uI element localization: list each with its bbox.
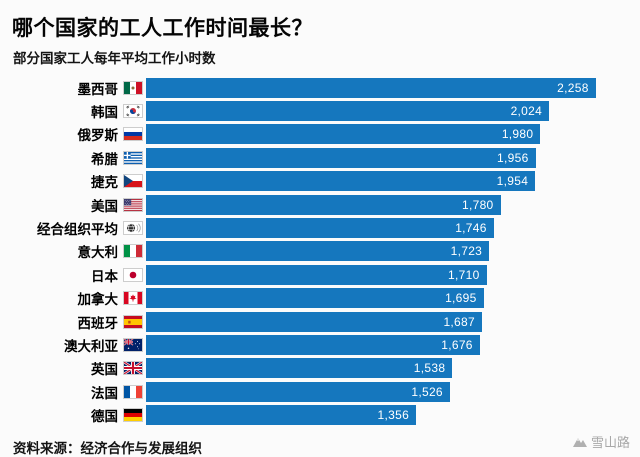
bar: 1,954 [146,171,536,192]
value-label: 1,676 [441,337,473,352]
flag-italy-icon [124,245,142,258]
value-label: 1,356 [377,408,410,423]
chart-row: 德国 1,356 [0,403,624,426]
flag-australia-icon [124,338,142,351]
flag-russia-icon [124,128,142,141]
bar-track: 1,710 [146,264,624,285]
bar-track: 1,980 [146,124,624,145]
value-label: 1,954 [496,174,529,189]
flag-usa-icon [124,198,142,211]
flag-czech-icon [124,175,142,188]
mountain-logo-icon [572,435,588,448]
bar-track: 1,780 [146,194,624,215]
chart-row: 法国 1,526 [0,380,624,403]
value-label: 1,780 [462,197,494,212]
chart-subtitle: 部分国家工人每年平均工作小时数 [13,51,216,66]
watermark-text: 雪山路 [590,435,630,450]
value-label: 1,980 [501,127,534,142]
chart-row: 意大利 1,723 [0,240,624,263]
category-label: 墨西哥 [77,81,119,97]
bar: 1,695 [146,288,484,309]
bar: 1,780 [146,194,501,215]
value-label: 2,258 [557,80,589,95]
chart-row: 墨西哥 2,258 [0,76,624,99]
value-label: 1,526 [411,384,443,399]
value-label: 1,956 [497,150,529,165]
bar-track: 1,526 [146,381,624,402]
bar: 1,687 [146,311,482,332]
value-label: 1,687 [443,314,475,329]
chart-row: 英国 1,538 [0,357,624,380]
value-label: 1,695 [445,291,477,306]
category-label: 西班牙 [77,315,119,331]
category-label: 希腊 [91,151,118,167]
watermark: 雪山路 [572,432,630,451]
flag-greece-icon [124,151,142,164]
bar-track: 2,024 [146,101,624,122]
bar-track: 1,746 [146,218,624,239]
flag-canada-icon [124,292,142,305]
bar-track: 1,956 [146,147,624,168]
value-label: 1,746 [455,221,487,236]
category-label: 美国 [91,198,118,214]
source-note: 资料来源：经济合作与发展组织 [13,440,202,456]
category-label: 法国 [91,385,118,401]
bar: 1,356 [146,405,417,426]
bar: 1,956 [146,147,536,168]
bar: 2,024 [146,101,550,122]
bar-track: 1,723 [146,241,624,262]
category-label: 英国 [91,362,118,378]
value-label: 1,710 [448,267,480,282]
bar: 1,746 [146,218,494,239]
chart-row: 俄罗斯 1,980 [0,123,624,146]
chart-row: 澳大利亚 1,676 [0,333,624,356]
chart-row: 经合组织平均 1,746 [0,216,624,239]
category-label: 捷克 [91,175,118,191]
bar-chart: 墨西哥 2,258 韩国 2,024 俄罗斯 1,980 希腊 1,956 捷克 1,954 美国 1… [0,76,640,427]
bar: 1,723 [146,241,490,262]
bar-track: 1,676 [146,334,624,355]
flag-spain-icon [124,315,142,328]
category-label: 意大利 [77,245,119,261]
bar-track: 1,687 [146,311,624,332]
flag-mexico-icon [124,81,142,94]
chart-row: 日本 1,710 [0,263,624,286]
bar: 1,980 [146,124,541,145]
bar-track: 1,954 [146,171,624,192]
bar-track: 1,356 [146,405,624,426]
flag-germany-icon [124,409,142,422]
category-label: 韩国 [91,105,118,121]
chart-row: 加拿大 1,695 [0,287,624,310]
chart-row: 希腊 1,956 [0,146,624,169]
flag-france-icon [124,385,142,398]
category-label: 德国 [91,409,118,425]
flag-uk-icon [124,362,142,375]
globe-oecd-icon [124,222,142,235]
flag-japan-icon [124,268,142,281]
flag-south-korea-icon [124,105,142,118]
bar-track: 1,538 [146,358,624,379]
chart-row: 西班牙 1,687 [0,310,624,333]
bar-track: 2,258 [146,77,624,98]
category-label: 澳大利亚 [64,338,118,354]
chart-title: 哪个国家的工人工作时间最长？ [12,17,313,40]
value-label: 1,723 [450,244,483,259]
bar: 1,710 [146,264,487,285]
chart-row: 捷克 1,954 [0,170,624,193]
category-label: 经合组织平均 [37,222,118,238]
category-label: 俄罗斯 [77,128,119,144]
value-label: 2,024 [510,104,543,119]
bar: 1,676 [146,334,480,355]
bar: 1,538 [146,358,453,379]
bar: 1,526 [146,381,450,402]
bar-track: 1,695 [146,288,624,309]
bar: 2,258 [146,77,596,98]
category-label: 加拿大 [77,292,119,308]
category-label: 日本 [91,268,118,284]
chart-row: 韩国 2,024 [0,99,624,122]
value-label: 1,538 [413,361,446,376]
chart-row: 美国 1,780 [0,193,624,216]
